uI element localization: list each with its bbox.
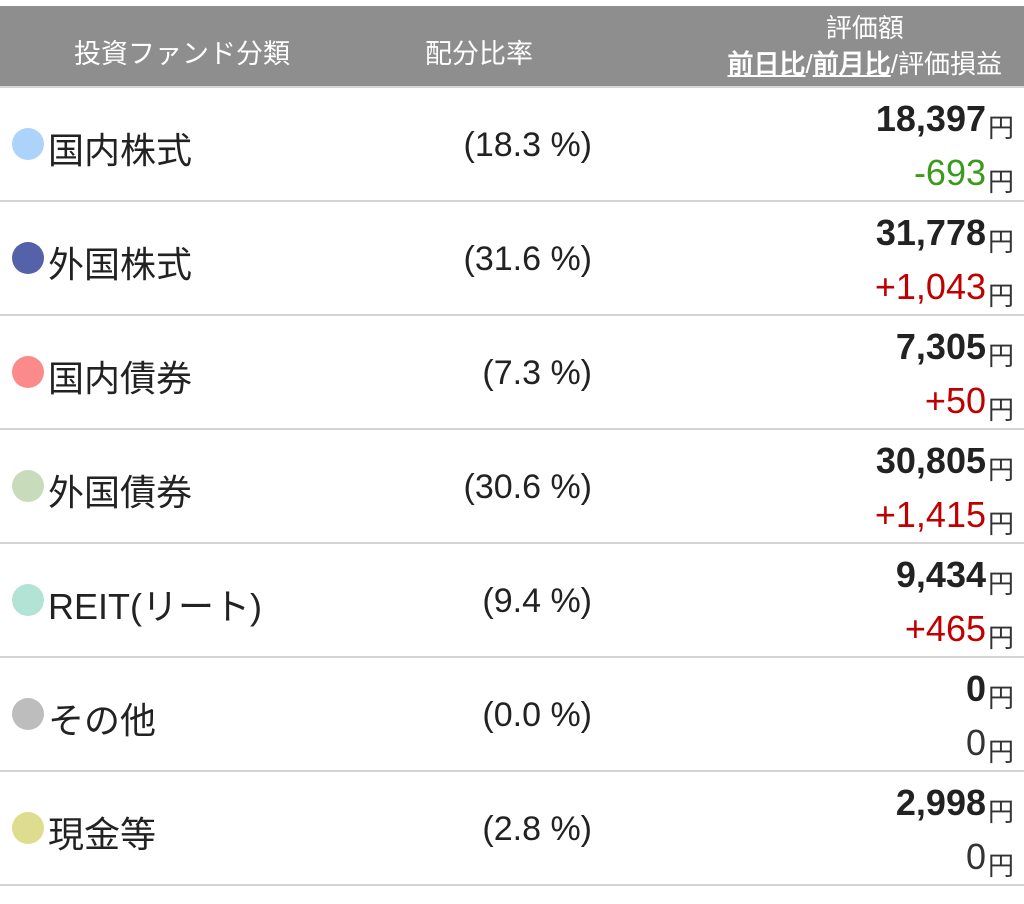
currency-unit: 円 xyxy=(987,113,1014,143)
header-category: 投資ファンド分類 xyxy=(74,39,290,69)
sort-day-change-link[interactable]: 前日比 xyxy=(727,49,806,79)
table-row[interactable]: 現金等 (2.8 %) 2,998 円 0 円 xyxy=(0,772,1024,886)
allocation-ratio: (9.4 %) xyxy=(482,582,592,620)
table-row[interactable]: 外国株式 (31.6 %) 31,778 円 +1,043 円 xyxy=(0,202,1024,316)
category-color-dot-icon xyxy=(12,128,44,160)
header-gain: 評価損益 xyxy=(897,49,1002,79)
table-row[interactable]: REIT(リート) (9.4 %) 9,434 円 +465 円 xyxy=(0,544,1024,658)
currency-unit: 円 xyxy=(987,683,1014,713)
category-color-dot-icon xyxy=(12,812,44,844)
category-name: REIT(リート) xyxy=(48,586,262,627)
table-row[interactable]: 国内債券 (7.3 %) 7,305 円 +50 円 xyxy=(0,316,1024,430)
table-row[interactable]: 外国債券 (30.6 %) 30,805 円 +1,415 円 xyxy=(0,430,1024,544)
valuation-amount: 2,998 xyxy=(895,782,986,823)
allocation-ratio: (2.8 %) xyxy=(482,810,592,848)
category-color-dot-icon xyxy=(12,698,44,730)
currency-unit: 円 xyxy=(987,395,1014,425)
category-name: 国内債券 xyxy=(48,358,193,399)
header-value-title: 評価額 xyxy=(825,13,904,43)
valuation-amount: 18,397 xyxy=(875,98,986,139)
change-amount: +50 xyxy=(924,380,986,421)
allocation-ratio: (31.6 %) xyxy=(463,240,593,278)
category-name: 外国債券 xyxy=(48,472,193,513)
allocation-ratio: (0.0 %) xyxy=(482,696,592,734)
table-row[interactable]: 国内株式 (18.3 %) 18,397 円 -693 円 xyxy=(0,88,1024,202)
header-ratio: 配分比率 xyxy=(425,39,533,69)
currency-unit: 円 xyxy=(987,341,1014,371)
currency-unit: 円 xyxy=(987,623,1014,653)
currency-unit: 円 xyxy=(987,851,1014,881)
currency-unit: 円 xyxy=(987,455,1014,485)
valuation-amount: 0 xyxy=(965,668,986,709)
currency-unit: 円 xyxy=(987,227,1014,257)
allocation-ratio: (7.3 %) xyxy=(482,354,592,392)
header-value: 評価額 前日比/前月比/評価損益 xyxy=(727,10,1002,82)
category-name: 国内株式 xyxy=(48,130,193,171)
currency-unit: 円 xyxy=(987,737,1014,767)
category-name: 外国株式 xyxy=(48,244,193,285)
valuation-amount: 7,305 xyxy=(895,326,986,367)
separator: / xyxy=(805,49,813,79)
category-color-dot-icon xyxy=(12,356,44,388)
change-amount: +1,415 xyxy=(874,494,986,535)
allocation-ratio: (18.3 %) xyxy=(463,126,593,164)
valuation-amount: 9,434 xyxy=(895,554,986,595)
valuation-amount: 30,805 xyxy=(875,440,986,481)
currency-unit: 円 xyxy=(987,167,1014,197)
currency-unit: 円 xyxy=(987,281,1014,311)
change-amount: -693 xyxy=(913,152,986,193)
separator: / xyxy=(890,49,898,79)
category-color-dot-icon xyxy=(12,470,44,502)
category-color-dot-icon xyxy=(12,242,44,274)
sort-month-change-link[interactable]: 前月比 xyxy=(812,49,891,79)
allocation-ratio: (30.6 %) xyxy=(463,468,593,506)
table-row[interactable]: その他 (0.0 %) 0 円 0 円 xyxy=(0,658,1024,772)
category-name: 現金等 xyxy=(48,814,157,855)
change-amount: +1,043 xyxy=(874,266,986,307)
change-amount: 0 xyxy=(965,836,986,877)
currency-unit: 円 xyxy=(987,509,1014,539)
category-color-dot-icon xyxy=(12,584,44,616)
table-header: 投資ファンド分類 配分比率 評価額 前日比/前月比/評価損益 xyxy=(0,6,1024,88)
currency-unit: 円 xyxy=(987,797,1014,827)
change-amount: 0 xyxy=(965,722,986,763)
category-name: その他 xyxy=(48,700,157,741)
change-amount: +465 xyxy=(904,608,986,649)
currency-unit: 円 xyxy=(987,569,1014,599)
valuation-amount: 31,778 xyxy=(875,212,986,253)
